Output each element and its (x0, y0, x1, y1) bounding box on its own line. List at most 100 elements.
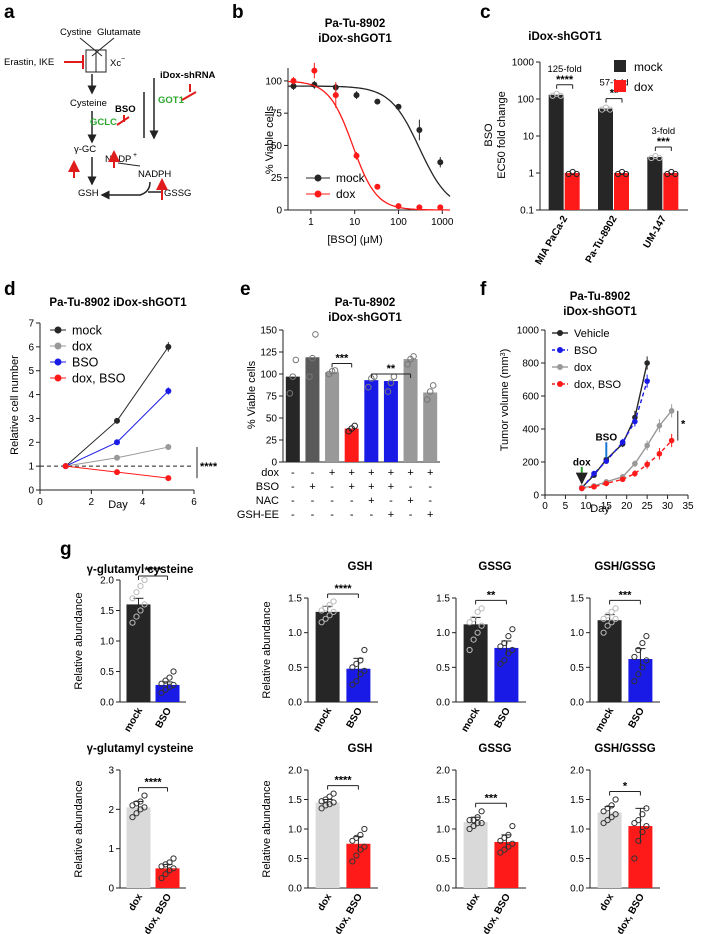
e-table-row-label: GSH-EE (237, 509, 279, 521)
f-xlabel: Day (590, 503, 610, 515)
glutamate-export-line (79, 37, 103, 57)
d-plot-area: **** (40, 342, 218, 482)
g-g4-point (639, 664, 646, 671)
g-g3-title: GSSG (478, 561, 511, 573)
b-x-tick-label: 10 (349, 217, 361, 228)
c-x-tick-label: MIA PaCa-2 (533, 214, 570, 267)
f-plot-area: dox BSO * (573, 356, 686, 492)
f-point-dox, BSO (603, 480, 610, 487)
g-g2-y-tick-label: 0.5 (288, 663, 302, 674)
e-point (351, 422, 358, 430)
g-g4-point (635, 646, 642, 654)
e-bar (403, 359, 418, 462)
g-g2-x-tick-label: mock (312, 706, 335, 735)
g-g8-point (600, 820, 607, 827)
g-g3-point (505, 633, 512, 640)
e-table-mark: + (388, 481, 394, 493)
g-g6-y-tick-label: 1.5 (288, 795, 302, 806)
c-point-mock (606, 106, 614, 113)
b-title-line2: iDox-shGOT1 (318, 33, 392, 45)
g-g3-point (478, 622, 485, 629)
g-g3-point (505, 650, 512, 657)
d-x-tick-label: 0 (37, 497, 43, 508)
g-g4-point (600, 615, 607, 622)
g-g1-x-tick-label: mock (122, 706, 145, 735)
d-y-tick-label: 5 (28, 366, 34, 377)
g-g7-point (505, 831, 512, 839)
b-y-tick-label: 100 (265, 76, 282, 87)
g-g1-point (141, 576, 148, 584)
panel-label-g: g (60, 539, 72, 560)
c-point-dox (672, 170, 679, 178)
d-x-tick-label: 6 (191, 497, 197, 508)
e-bar (305, 357, 320, 462)
g-g1-bar-BSO (155, 684, 180, 702)
g-g6-point (349, 837, 356, 844)
g-g3-point (478, 605, 485, 612)
g-g2-sig-label: **** (334, 583, 352, 595)
g-g1-y-tick-label: 0.0 (100, 698, 114, 709)
e-table-mark: + (348, 467, 354, 479)
g-g3-y-tick-label: 1.0 (436, 628, 450, 639)
g-subpanel-g6: GSH Relative abundance 0.0 0.5 1.0 1.5 2.0 doxd… (261, 743, 378, 934)
g-g2-ylabel: Relative abundance (261, 601, 273, 698)
g-g7-point (466, 825, 473, 833)
c-legend-dox-swatch (614, 80, 626, 92)
g-g6-point (330, 799, 337, 806)
e-table-mark: - (330, 495, 334, 507)
panel-b-chart: Pa-Tu-8902 iDox-shGOT1 % Viable cells [B… (264, 18, 454, 246)
e-point (365, 383, 372, 391)
g-g2-point (361, 667, 368, 674)
c-fold-label: 3-fold (651, 126, 675, 137)
b-legend-mock-label: mock (336, 171, 366, 185)
node-got1: GOT1 (158, 95, 185, 106)
f-legend-marker-Vehicle (557, 330, 563, 336)
g-g6-x-tick-label: dox (316, 892, 335, 913)
e-table-mark: + (427, 467, 433, 479)
f-x-tick-label: 20 (621, 501, 633, 512)
g-g6-point (361, 825, 368, 833)
g-g6-y-tick-label: 2.0 (288, 766, 302, 777)
e-table-mark: - (389, 495, 393, 507)
b-x-tick-label: 1000 (431, 217, 454, 228)
b-ylabel: % Viable cells (264, 105, 276, 174)
d-point-dox, BSO (62, 463, 69, 470)
e-point (289, 373, 297, 380)
d-point-BSO (114, 439, 120, 446)
g-g8-point (600, 808, 607, 815)
f-point-dox, BSO (619, 476, 626, 483)
e-point (286, 390, 294, 397)
g-g2-point (361, 646, 368, 654)
g-g5-sig-label: **** (144, 777, 162, 789)
b-y-tick-label: 25 (271, 173, 283, 184)
f-sig-label: * (681, 418, 686, 430)
g-g3-point (509, 626, 516, 633)
g-g5-point (162, 871, 169, 878)
g-g1-point (137, 583, 144, 590)
g-g4-y-tick-label: 0.5 (570, 663, 584, 674)
e-sig-label: ** (387, 363, 396, 375)
node-ggc: γ-GC (74, 144, 96, 155)
e-point (410, 353, 417, 360)
f-title-line1: Pa-Tu-8902 (570, 291, 631, 303)
e-table-mark: + (407, 467, 413, 479)
node-idox-shrna: iDox-shRNA (160, 70, 216, 81)
g-g7-point (497, 837, 504, 844)
e-table-mark: + (348, 481, 354, 493)
g-g7-point (509, 822, 516, 830)
d-legend-marker-BSO (54, 358, 62, 366)
g-g1-title: γ-glutamyl cysteine (87, 564, 194, 576)
g-g6-point (322, 802, 329, 809)
f-y-tick-label: 600 (522, 392, 539, 403)
g-g2-point (326, 612, 333, 619)
g-g2-point (330, 598, 337, 605)
panel-label-c: c (480, 2, 491, 23)
e-table-mark: + (329, 467, 335, 479)
f-x-tick-label: 35 (682, 501, 694, 512)
g-g8-sig-label: * (623, 781, 628, 793)
f-point-dox, BSO (578, 485, 585, 492)
g-g5-point (133, 810, 140, 817)
g-g8-point (643, 822, 650, 830)
e-table-mark: - (291, 509, 295, 521)
